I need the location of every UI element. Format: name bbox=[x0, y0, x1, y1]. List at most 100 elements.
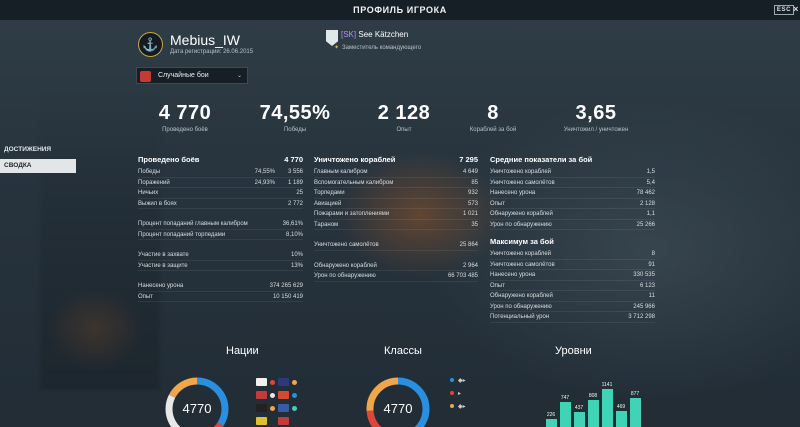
big-stat-exp: 2 128 Опыт bbox=[349, 102, 459, 133]
table-row: Обнаружено кораблей 11 bbox=[490, 291, 655, 302]
big-stat-wins: 74,55% Победы bbox=[240, 102, 350, 133]
level-bar bbox=[574, 412, 585, 427]
donut-segment bbox=[165, 377, 229, 427]
averages-column: Средние показатели за бой Уничтожено кор… bbox=[490, 155, 655, 323]
side-navigation: ДОСТИЖЕНИЯ СВОДКА bbox=[0, 143, 76, 173]
row-label: Урон по обнаружению bbox=[490, 221, 552, 228]
close-icon[interactable]: × bbox=[793, 4, 799, 14]
level-bar-label: 437 bbox=[574, 405, 584, 411]
table-row: Уничтожено самолётов 91 bbox=[490, 260, 655, 270]
legend-dot bbox=[292, 393, 297, 398]
table-row: Выжил в боях 2 772 bbox=[138, 199, 303, 209]
clan-role-label: Заместитель командующего bbox=[342, 45, 422, 51]
table-row: Уничтожено кораблей 1,5 bbox=[490, 167, 655, 178]
battle-type-label: Случайные бои bbox=[158, 72, 209, 79]
player-name: Mebius_IW bbox=[170, 32, 241, 48]
germany-flag-icon bbox=[256, 404, 267, 412]
big-stat-label: Проведено боёв bbox=[162, 127, 208, 133]
row-value: 66 703 485 bbox=[447, 273, 478, 279]
table-row: Уничтожено самолётов 25 864 bbox=[314, 240, 478, 251]
registration-date: Дата регистрации: 26.06.2015 bbox=[170, 49, 254, 55]
row-label: Пожарами и затоплениями bbox=[314, 211, 390, 217]
ussr-flag-icon bbox=[278, 391, 289, 399]
legend-item-destroyer: ◆▸ bbox=[450, 403, 466, 410]
clan-logo-icon bbox=[326, 30, 338, 46]
level-bar bbox=[546, 419, 557, 427]
row-label: Выжил в боях bbox=[138, 200, 177, 207]
table-row: Победы 74,55% 3 556 bbox=[138, 167, 303, 178]
nav-item-achievements[interactable]: ДОСТИЖЕНИЯ bbox=[4, 146, 52, 153]
row-value: 13% bbox=[290, 262, 303, 269]
row-value: 374 265 629 bbox=[269, 283, 303, 289]
chevron-down-icon: ⌄ bbox=[236, 73, 242, 79]
usa-flag-icon bbox=[256, 391, 267, 399]
table-row: Главным калибром 4 649 bbox=[314, 167, 478, 178]
big-stat-value: 8 bbox=[487, 102, 499, 124]
table-row: Нанесено урона 78 462 bbox=[490, 188, 655, 199]
level-bar bbox=[630, 398, 641, 427]
column-header: Максимум за бой bbox=[490, 237, 554, 246]
clan-title: See Kätzchen bbox=[358, 30, 409, 39]
row-value: 2 128 bbox=[639, 200, 655, 207]
table-row: Участие в защите 13% bbox=[138, 261, 303, 271]
row-value: 35 bbox=[471, 221, 478, 228]
row-label: Участие в захвате bbox=[138, 252, 189, 258]
big-stat-value: 2 128 bbox=[377, 102, 431, 124]
level-bar-label: 226 bbox=[546, 412, 556, 418]
row-value: 8 bbox=[651, 251, 655, 257]
row-label: Авиацией bbox=[314, 200, 342, 207]
row-value: 5,4 bbox=[646, 179, 655, 186]
row-label: Процент попаданий торпедами bbox=[138, 231, 226, 238]
anchor-icon: ⚓ bbox=[138, 32, 163, 57]
big-stat-label: Опыт bbox=[396, 127, 412, 133]
random-battle-icon bbox=[140, 71, 151, 82]
commonwealth-flag-icon bbox=[256, 417, 267, 425]
table-row: Урон по обнаружению 25 266 bbox=[490, 220, 655, 230]
clan-name[interactable]: [SK] See Kätzchen bbox=[341, 30, 408, 39]
row-label: Ничьих bbox=[138, 190, 159, 196]
battles-column: Проведено боёв 4 770 Победы 74,55% 3 556 П… bbox=[138, 155, 303, 302]
row-value: 245 966 bbox=[633, 303, 655, 310]
window-title: ПРОФИЛЬ ИГРОКА bbox=[353, 5, 447, 15]
table-row: Опыт 6 123 bbox=[490, 281, 655, 291]
esc-button[interactable]: ESC bbox=[773, 5, 794, 15]
row-label: Тараном bbox=[314, 221, 339, 228]
row-label: Урон по обнаружению bbox=[314, 273, 376, 279]
row-label: Обнаружено кораблей bbox=[490, 211, 553, 217]
nav-item-summary[interactable]: СВОДКА bbox=[0, 159, 76, 173]
row-label: Процент попаданий главным калибром bbox=[138, 221, 248, 227]
table-row: Процент попаданий главным калибром 36,61% bbox=[138, 219, 303, 230]
row-label: Торпедами bbox=[314, 190, 345, 196]
row-label: Урон по обнаружению bbox=[490, 303, 552, 310]
table-row: Урон по обнаружению 66 703 485 bbox=[314, 271, 478, 282]
legend-dot bbox=[270, 406, 275, 411]
column-header-label: Проведено боёв bbox=[138, 155, 200, 164]
clan-tag: [SK] bbox=[341, 30, 357, 39]
battle-type-select[interactable]: Случайные бои ⌄ bbox=[136, 67, 248, 84]
big-stat-ships-per-battle: 8 Кораблей за бой bbox=[438, 102, 548, 133]
row-value: 1 021 bbox=[462, 211, 478, 217]
row-value: 1,5 bbox=[646, 169, 655, 175]
row-value: 25 bbox=[296, 190, 303, 196]
row-label: Вспомогательным калибром bbox=[314, 179, 394, 186]
classes-total: 4770 bbox=[383, 401, 413, 416]
row-label: Нанесено урона bbox=[138, 283, 184, 289]
table-row: Обнаружено кораблей 2 964 bbox=[314, 261, 478, 271]
legend-item-battleship: ◆▸ bbox=[450, 377, 466, 384]
row-label: Нанесено урона bbox=[490, 190, 536, 196]
big-stat-value: 74,55% bbox=[259, 102, 331, 124]
nations-title: Нации bbox=[226, 345, 259, 357]
table-row: Опыт 2 128 bbox=[490, 199, 655, 209]
legend-dot bbox=[292, 406, 297, 411]
row-value: 11 bbox=[648, 293, 655, 299]
window-titlebar: ПРОФИЛЬ ИГРОКА ESC × bbox=[0, 0, 800, 20]
level-bar bbox=[588, 400, 599, 427]
row-value: 3 556 bbox=[287, 169, 303, 175]
row-label: Потенциальный урон bbox=[490, 314, 550, 320]
row-value: 4 649 bbox=[462, 169, 478, 175]
row-value: 10% bbox=[290, 252, 303, 258]
legend-dot bbox=[270, 393, 275, 398]
row-value: 6 123 bbox=[639, 282, 655, 289]
legend-dot bbox=[292, 380, 297, 385]
